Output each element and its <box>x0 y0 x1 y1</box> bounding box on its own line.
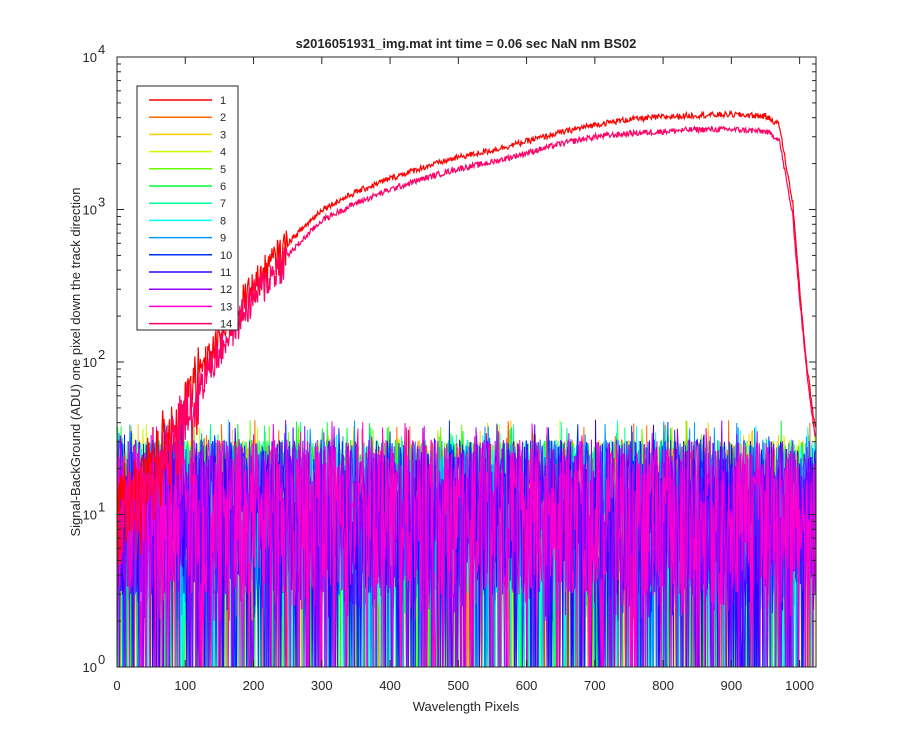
y-tick-label: 10 <box>83 508 97 523</box>
legend-label-1: 1 <box>220 95 226 107</box>
x-tick-label: 400 <box>379 678 401 693</box>
x-tick-label: 200 <box>243 678 265 693</box>
series-line-13 <box>117 421 816 667</box>
x-tick-label: 800 <box>652 678 674 693</box>
x-tick-label: 0 <box>113 678 120 693</box>
y-tick-label: 10 <box>83 203 97 218</box>
x-tick-label: 900 <box>721 678 743 693</box>
y-tick-exponent: 1 <box>98 500 105 515</box>
legend-label-11: 11 <box>220 267 231 279</box>
legend-label-8: 8 <box>220 215 226 227</box>
y-tick-exponent: 4 <box>98 42 105 57</box>
y-axis-label: Signal-BackGround (ADU) one pixel down t… <box>68 187 83 536</box>
legend-label-2: 2 <box>220 112 226 124</box>
y-tick-exponent: 3 <box>98 195 105 210</box>
y-tick-exponent: 2 <box>98 347 105 362</box>
legend-label-13: 13 <box>220 301 232 313</box>
legend-label-9: 9 <box>220 233 226 245</box>
legend-label-12: 12 <box>220 284 232 296</box>
x-tick-label: 1000 <box>785 678 814 693</box>
y-tick-label: 10 <box>83 355 97 370</box>
x-tick-label: 600 <box>516 678 538 693</box>
x-tick-label: 700 <box>584 678 606 693</box>
x-tick-label: 100 <box>174 678 196 693</box>
y-tick-label: 10 <box>83 660 97 675</box>
x-tick-label: 500 <box>447 678 469 693</box>
chart-title: s2016051931_img.mat int time = 0.06 sec … <box>296 36 637 51</box>
legend-label-3: 3 <box>220 129 226 141</box>
legend-label-10: 10 <box>220 250 232 262</box>
legend-label-14: 14 <box>220 319 232 331</box>
x-axis: 0 100 200 300 400 500 600 700 800 900 1000 <box>113 57 814 693</box>
legend-label-4: 4 <box>220 147 226 159</box>
legend-label-7: 7 <box>220 198 226 210</box>
x-tick-label: 300 <box>311 678 333 693</box>
legend-label-6: 6 <box>220 181 226 193</box>
x-axis-label: Wavelength Pixels <box>413 699 520 714</box>
legend-label-5: 5 <box>220 164 226 176</box>
y-tick-exponent: 0 <box>98 652 105 667</box>
y-tick-label: 10 <box>83 50 97 65</box>
series-layer <box>117 109 816 667</box>
